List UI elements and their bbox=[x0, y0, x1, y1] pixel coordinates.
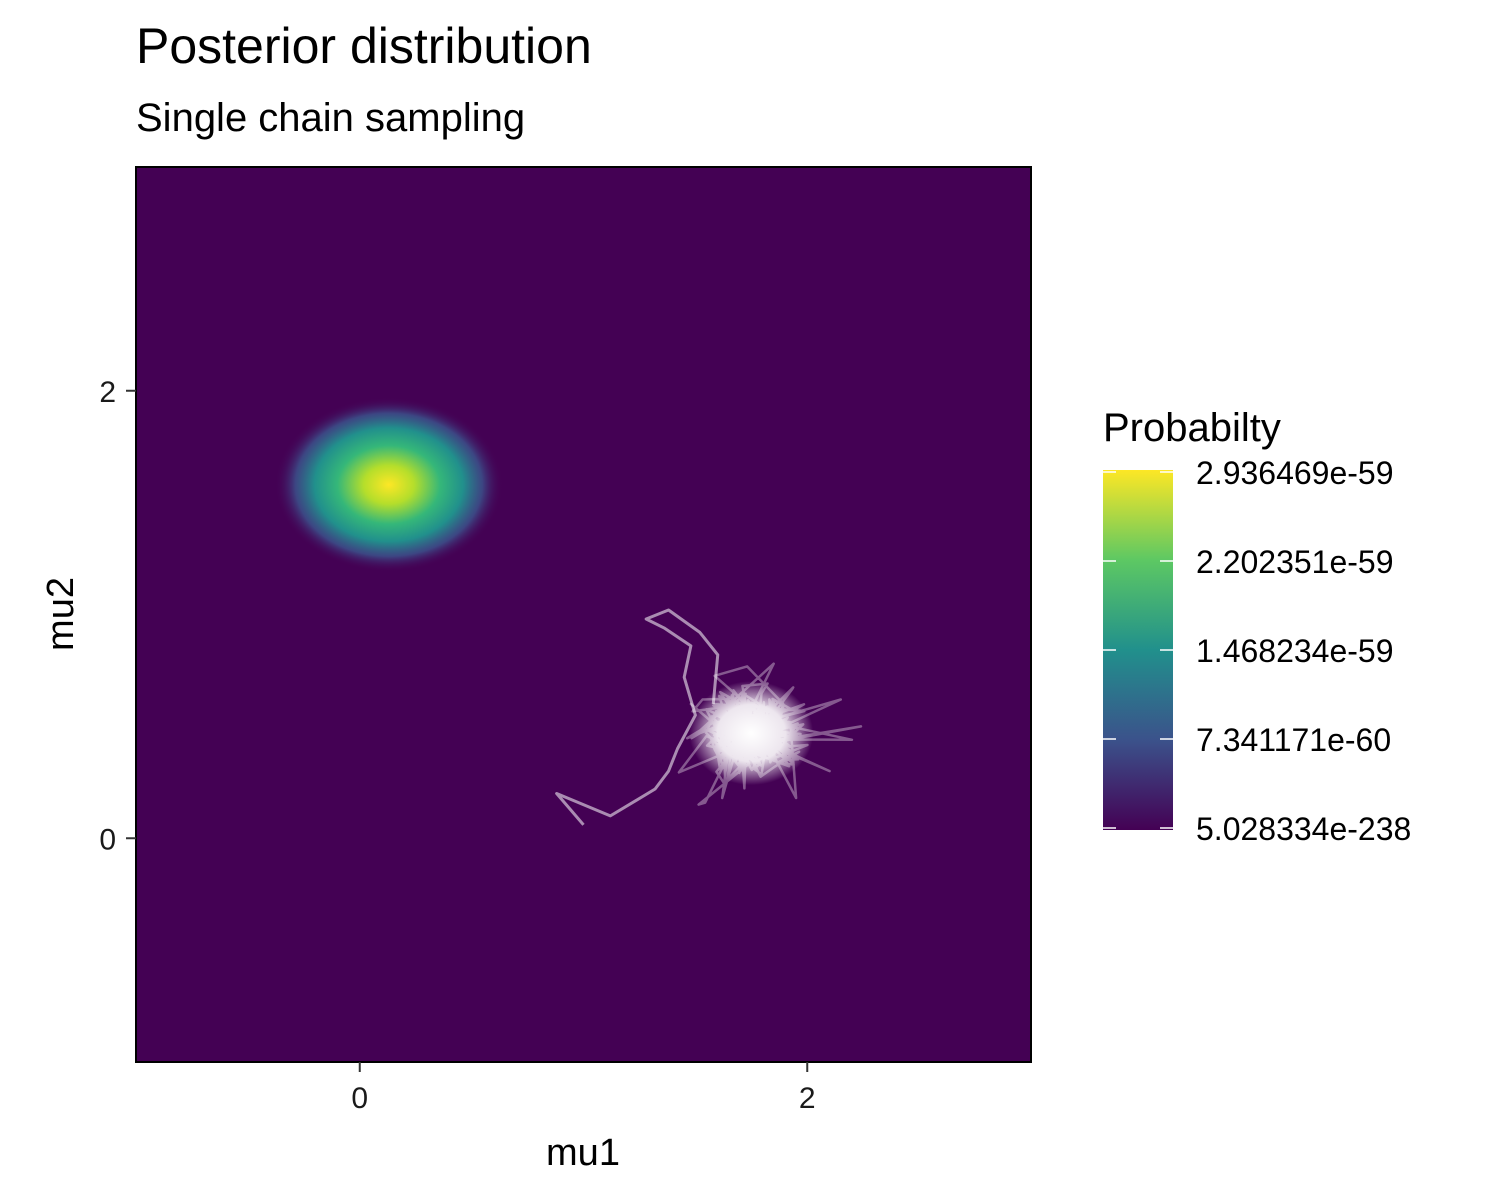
legend-label: 1.468234e-59 bbox=[1196, 633, 1394, 669]
y-tick-label: 2 bbox=[99, 376, 116, 409]
legend-label: 5.028334e-238 bbox=[1196, 811, 1411, 847]
trace-dense-cloud bbox=[689, 681, 814, 786]
legend-label: 2.202351e-59 bbox=[1196, 544, 1394, 580]
sampling-trace bbox=[555, 608, 863, 826]
density-peak bbox=[274, 397, 503, 572]
trace-burn-in-path bbox=[555, 608, 720, 826]
x-axis-title: mu1 bbox=[546, 1132, 620, 1174]
legend-title: Probabilty bbox=[1103, 406, 1281, 450]
y-axis: 02 bbox=[99, 376, 136, 856]
panel-border bbox=[135, 166, 1032, 1063]
x-tick-label: 2 bbox=[799, 1082, 816, 1115]
legend-label: 7.341171e-60 bbox=[1196, 722, 1391, 758]
x-tick-label: 0 bbox=[351, 1082, 368, 1115]
y-axis-title: mu2 bbox=[40, 577, 82, 651]
chart-title: Posterior distribution bbox=[136, 18, 592, 74]
legend-ticks: 2.936469e-59 2.202351e-59 1.468234e-59 7.34… bbox=[1103, 455, 1411, 847]
chart-subtitle: Single chain sampling bbox=[136, 96, 525, 140]
y-tick-label: 0 bbox=[99, 823, 116, 856]
legend-label: 2.936469e-59 bbox=[1196, 455, 1394, 491]
panel-background bbox=[136, 167, 1031, 1062]
